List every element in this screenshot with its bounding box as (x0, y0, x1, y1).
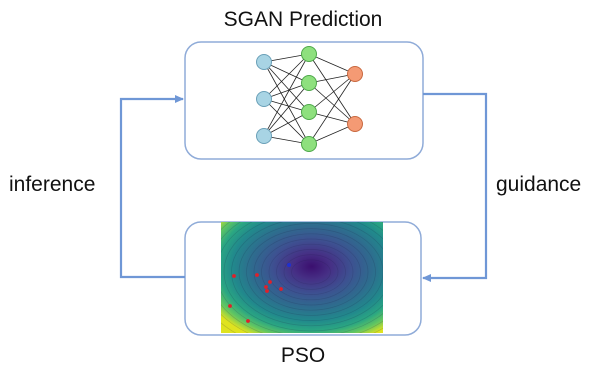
pso-particle (279, 287, 283, 291)
pso-particle (268, 280, 272, 284)
pso-particle (255, 273, 259, 277)
contour-ring (276, 249, 346, 295)
pso-title: PSO (280, 344, 326, 367)
nn-hidden-node (301, 136, 317, 152)
nn-input-node (256, 128, 272, 144)
nn-output-node (347, 116, 363, 132)
contour-ring (261, 238, 361, 306)
nn-connection (308, 82, 356, 125)
pso-particle (265, 289, 269, 293)
contour-ring (223, 222, 383, 332)
guidance-label: guidance (496, 173, 582, 196)
nn-connection (263, 53, 310, 137)
contour-ring (268, 243, 354, 301)
contour-ring (291, 259, 331, 285)
nn-connection (263, 98, 310, 145)
nn-connection (308, 123, 356, 145)
nn-connection (308, 73, 356, 113)
nn-connection (263, 82, 310, 137)
inference-label: inference (9, 173, 96, 196)
contour-ring (238, 223, 383, 321)
nn-connection (263, 111, 310, 137)
nn-output-node (347, 66, 363, 82)
pso-particle (264, 285, 268, 289)
nn-connection (263, 61, 310, 145)
contour-ring (246, 228, 376, 316)
sgan-prediction-title: SGAN Prediction (223, 8, 383, 31)
inference-arrow (119, 95, 185, 279)
nn-connection (263, 53, 310, 100)
neural-network-icon (256, 46, 363, 152)
sgan-prediction-box (184, 41, 424, 160)
guidance-arrow (422, 92, 488, 282)
pso-particle (246, 319, 250, 323)
nn-hidden-node (301, 46, 317, 62)
nn-hidden-node (301, 104, 317, 120)
nn-connection (263, 61, 310, 84)
nn-connection (308, 73, 356, 145)
nn-connection (308, 53, 356, 75)
contour-ring (231, 222, 383, 327)
nn-hidden-node (301, 75, 317, 91)
pso-particle (232, 274, 236, 278)
contour-ring (283, 254, 339, 290)
nn-input-node (256, 54, 272, 70)
nn-connection (263, 61, 310, 113)
nn-connection (308, 53, 356, 125)
pso-particle (228, 304, 232, 308)
contour-ring (253, 233, 369, 311)
nn-input-node (256, 91, 272, 107)
contour-landscape-icon (221, 222, 383, 333)
pso-best-particle (287, 263, 291, 267)
